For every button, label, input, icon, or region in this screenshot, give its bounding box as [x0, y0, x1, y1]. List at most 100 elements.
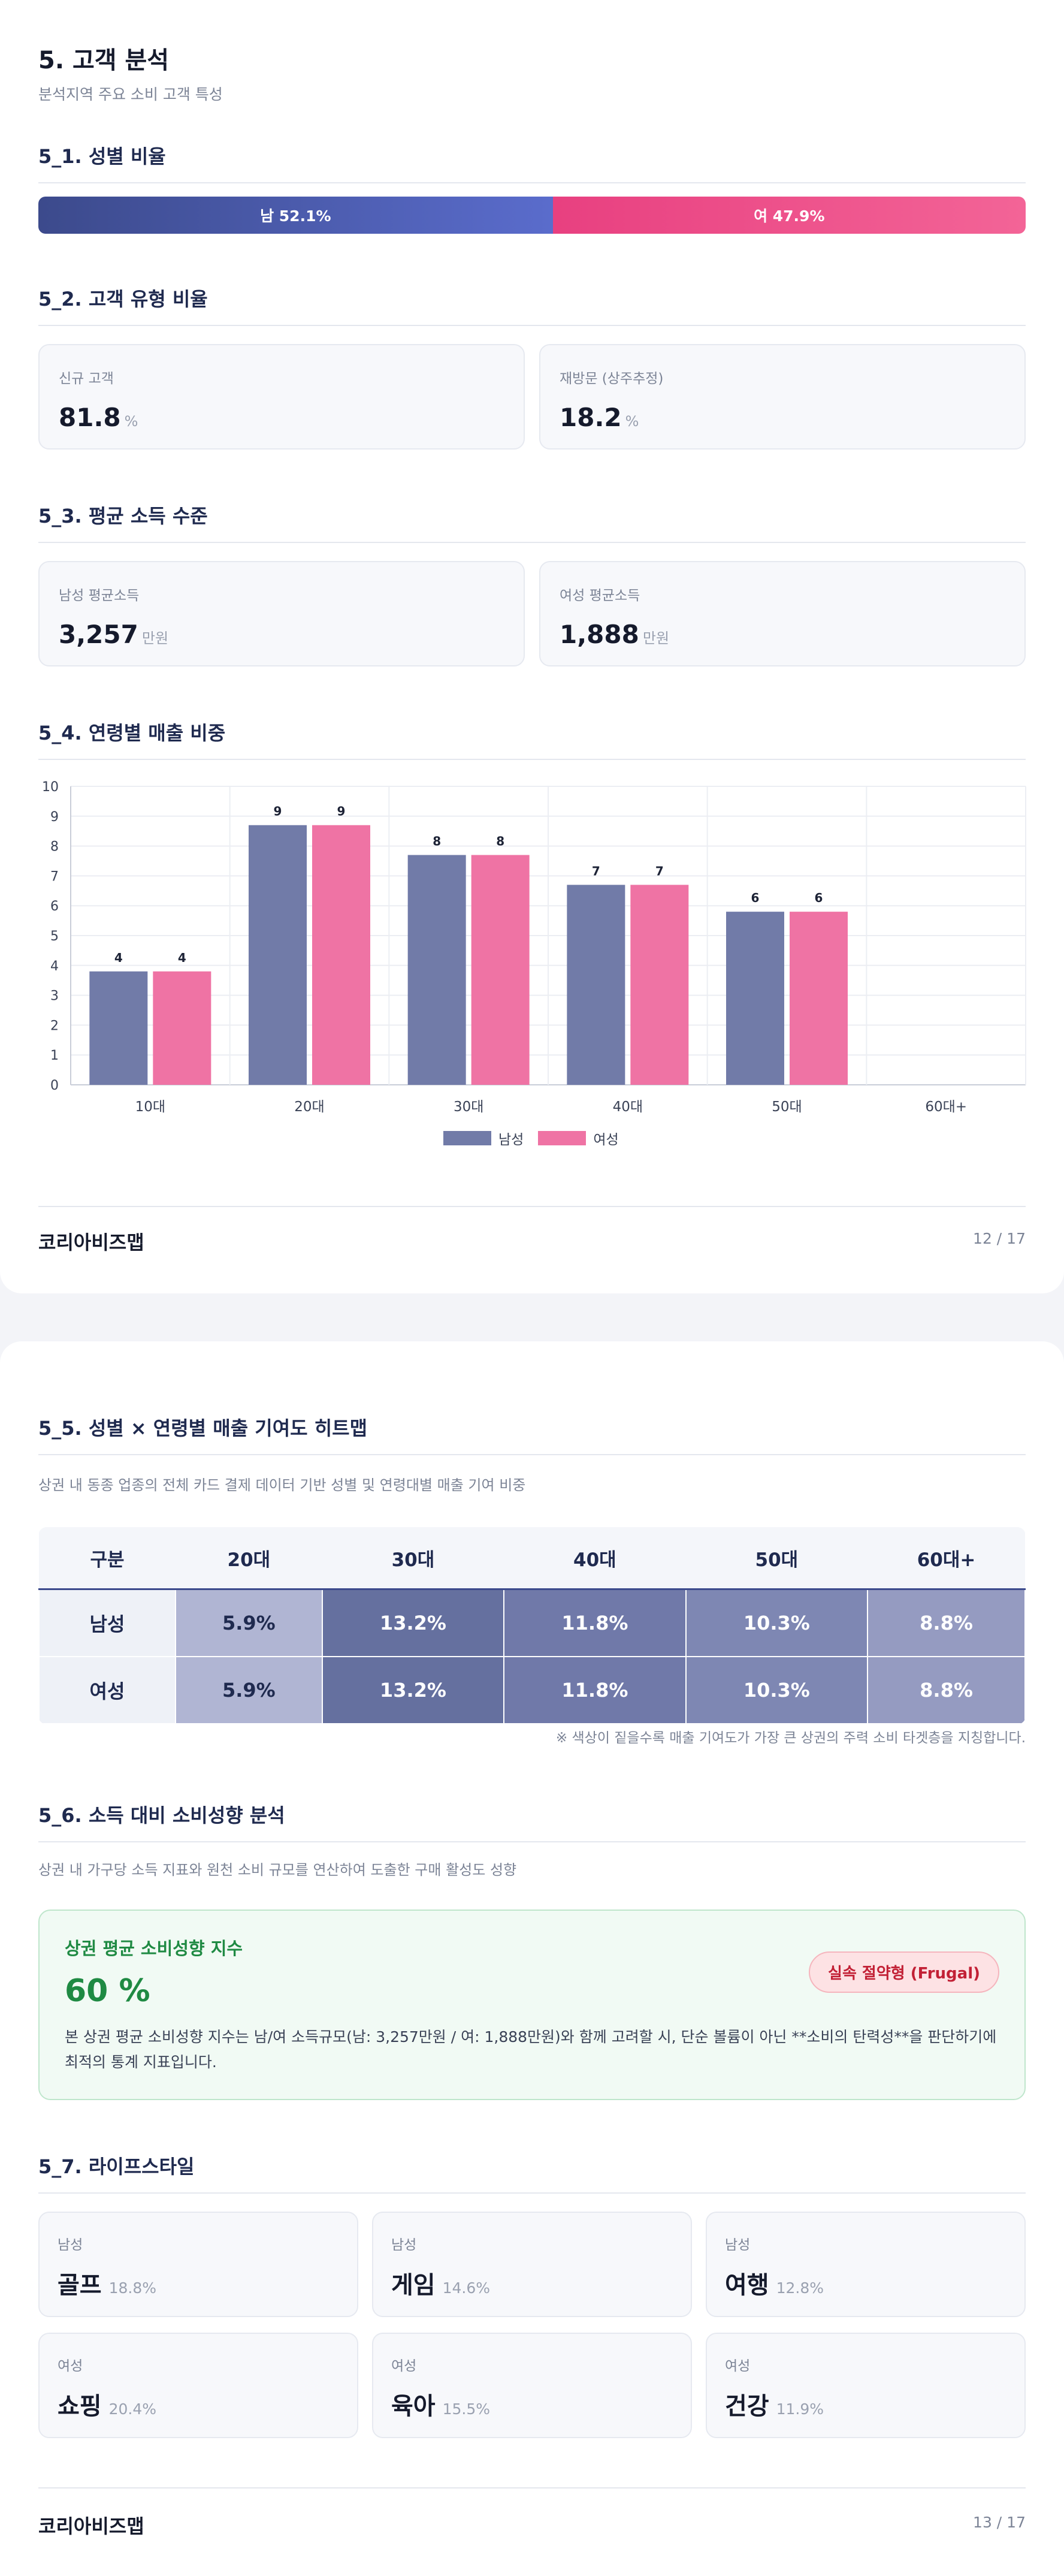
footer-divider [38, 2487, 1026, 2488]
lifestyle-pct: 20.4% [108, 2400, 157, 2418]
heatmap-cell: 13.2% [321, 1588, 505, 1657]
y-tick-label: 8 [50, 840, 59, 855]
bar-female [790, 912, 848, 1085]
footer-page-number: 12 / 17 [973, 1230, 1026, 1247]
section-title-heatmap: 5_5. 성별 × 연령별 매출 기여도 히트맵 [38, 1413, 1026, 1455]
section-desc-heatmap: 상권 내 동종 업종의 전체 카드 결제 데이터 기반 성별 및 연령대별 매출… [38, 1477, 526, 1494]
heatmap-header-row: 구분 20대 30대 40대 50대 60대+ [39, 1527, 1025, 1590]
lifestyle-card: 여성 건강 11.9% [706, 2333, 1026, 2438]
y-tick-label: 4 [50, 959, 59, 974]
data-label: 4 [178, 951, 186, 965]
stat-label: 재방문 (상주추정) [560, 371, 664, 387]
x-tick-label: 60대+ [925, 1099, 967, 1115]
lifestyle-card: 남성 여행 12.8% [706, 2212, 1026, 2317]
section-title-lifestyle: 5_7. 라이프스타일 [38, 2152, 1026, 2194]
heatmap-cell: 11.8% [503, 1588, 687, 1657]
heatmap-cell: 11.8% [503, 1656, 687, 1724]
heatmap-row-male: 남성 5.9% 13.2% 11.8% 10.3% 8.8% [38, 1588, 1026, 1657]
bar-male [89, 971, 148, 1085]
lifestyle-name: 건강 [725, 2393, 769, 2420]
heatmap-cell: 8.8% [867, 1588, 1026, 1657]
legend-item-female: 여성 [538, 1128, 619, 1148]
data-label: 4 [114, 951, 123, 965]
lifestyle-gender: 여성 [58, 2358, 83, 2374]
stat-value: 3,257 만원 [59, 620, 169, 649]
stat-value: 18.2% [560, 403, 639, 432]
legend-label: 여성 [593, 1132, 619, 1148]
report-page-12: 5. 고객 분석 분석지역 주요 소비 고객 특성 5_1. 성별 비율 남 5… [0, 0, 1064, 1293]
lifestyle-name: 골프 [58, 2272, 102, 2299]
section-title-propensity: 5_6. 소득 대비 소비성향 분석 [38, 1800, 1026, 1842]
data-label: 7 [655, 864, 664, 878]
footer-brand: 코리아비즈맵 [38, 1231, 144, 1254]
stat-card-returning-customers: 재방문 (상주추정) 18.2% [539, 344, 1026, 450]
heatmap-header-cell: 30대 [322, 1527, 504, 1590]
page-subtitle: 분석지역 주요 소비 고객 특성 [38, 86, 223, 103]
y-tick-label: 6 [50, 899, 59, 914]
y-tick-label: 2 [50, 1018, 59, 1033]
section-desc-propensity: 상권 내 가구당 소득 지표와 원천 소비 규모를 연산하여 도출한 구매 활성… [38, 1862, 517, 1878]
heatmap-header-cell: 40대 [504, 1527, 686, 1590]
x-tick-label: 30대 [454, 1099, 483, 1115]
lifestyle-card: 여성 쇼핑 20.4% [38, 2333, 358, 2438]
y-tick-label: 9 [50, 810, 59, 825]
heatmap-cell: 8.8% [867, 1656, 1026, 1724]
legend-swatch-female [538, 1131, 587, 1145]
stat-label: 신규 고객 [59, 371, 114, 387]
legend-item-male: 남성 [443, 1128, 524, 1148]
data-label: 9 [337, 804, 346, 819]
heatmap-cell: 10.3% [685, 1656, 869, 1724]
bar-male [567, 885, 625, 1085]
heatmap-row-female: 여성 5.9% 13.2% 11.8% 10.3% 8.8% [38, 1656, 1026, 1724]
data-label: 7 [592, 864, 600, 878]
bar-female [312, 825, 370, 1085]
data-label: 8 [433, 834, 441, 849]
lifestyle-gender: 남성 [391, 2237, 417, 2253]
heatmap-row-label: 여성 [38, 1656, 176, 1724]
bar-female [153, 971, 211, 1085]
y-tick-label: 1 [50, 1048, 59, 1063]
heatmap-cell: 10.3% [685, 1588, 869, 1657]
stat-card-male-income: 남성 평균소득 3,257 만원 [38, 561, 525, 666]
index-label: 상권 평균 소비성향 지수 [65, 1938, 243, 1959]
stat-value: 81.8% [59, 403, 138, 432]
heatmap-cell: 13.2% [321, 1656, 505, 1724]
lifestyle-card: 남성 골프 18.8% [38, 2212, 358, 2317]
footer-divider [38, 1206, 1026, 1207]
section-title-age-sales: 5_4. 연령별 매출 비중 [38, 718, 1026, 760]
lifestyle-pct: 11.9% [776, 2400, 824, 2418]
y-tick-label: 7 [50, 869, 59, 884]
age-sales-bar-chart: 0 1 2 3 4 5 6 7 8 9 10 4 4 10대 9 9 20대 8 8 30대 7 7 40대 6 6 50대 60대… [42, 780, 1026, 1115]
lifestyle-pct: 12.8% [776, 2279, 824, 2297]
lifestyle-card: 남성 게임 14.6% [372, 2212, 692, 2317]
lifestyle-pct: 18.8% [108, 2279, 157, 2297]
data-label: 8 [496, 834, 504, 849]
bar-female [471, 855, 530, 1085]
lifestyle-gender: 남성 [58, 2237, 83, 2253]
data-label: 9 [274, 804, 282, 819]
heatmap-cell: 5.9% [175, 1656, 323, 1724]
stat-value: 1,888 만원 [560, 620, 670, 649]
lifestyle-gender: 여성 [725, 2358, 751, 2374]
gender-bar-female: 여 47.9% [552, 197, 1026, 234]
bar-male [407, 855, 466, 1085]
bar-male [249, 825, 307, 1085]
heatmap-header-cell: 구분 [39, 1527, 176, 1590]
lifestyle-name: 여행 [725, 2272, 769, 2299]
propensity-type-badge: 실속 절약형 (Frugal) [809, 1951, 999, 1993]
data-label: 6 [751, 891, 760, 905]
index-description: 본 상권 평균 소비성향 지수는 남/여 소득규모(남: 3,257만원 / 여… [65, 2028, 997, 2071]
heatmap-header-cell: 50대 [685, 1527, 868, 1590]
page-title: 5. 고객 분석 [38, 47, 170, 74]
heatmap-cell: 5.9% [175, 1588, 323, 1657]
lifestyle-name: 게임 [391, 2272, 436, 2299]
lifestyle-pct: 15.5% [442, 2400, 491, 2418]
footer-page-number: 13 / 17 [973, 2514, 1026, 2531]
lifestyle-gender: 여성 [391, 2358, 417, 2374]
x-tick-label: 50대 [772, 1099, 802, 1115]
heatmap-row-label: 남성 [38, 1588, 176, 1657]
lifestyle-name: 쇼핑 [58, 2393, 102, 2420]
y-tick-label: 10 [42, 780, 59, 795]
section-title-customer-type: 5_2. 고객 유형 비율 [38, 284, 1026, 326]
heatmap-note: ※ 색상이 짙을수록 매출 기여도가 가장 큰 상권의 주력 소비 타겟층을 지… [555, 1730, 1026, 1746]
